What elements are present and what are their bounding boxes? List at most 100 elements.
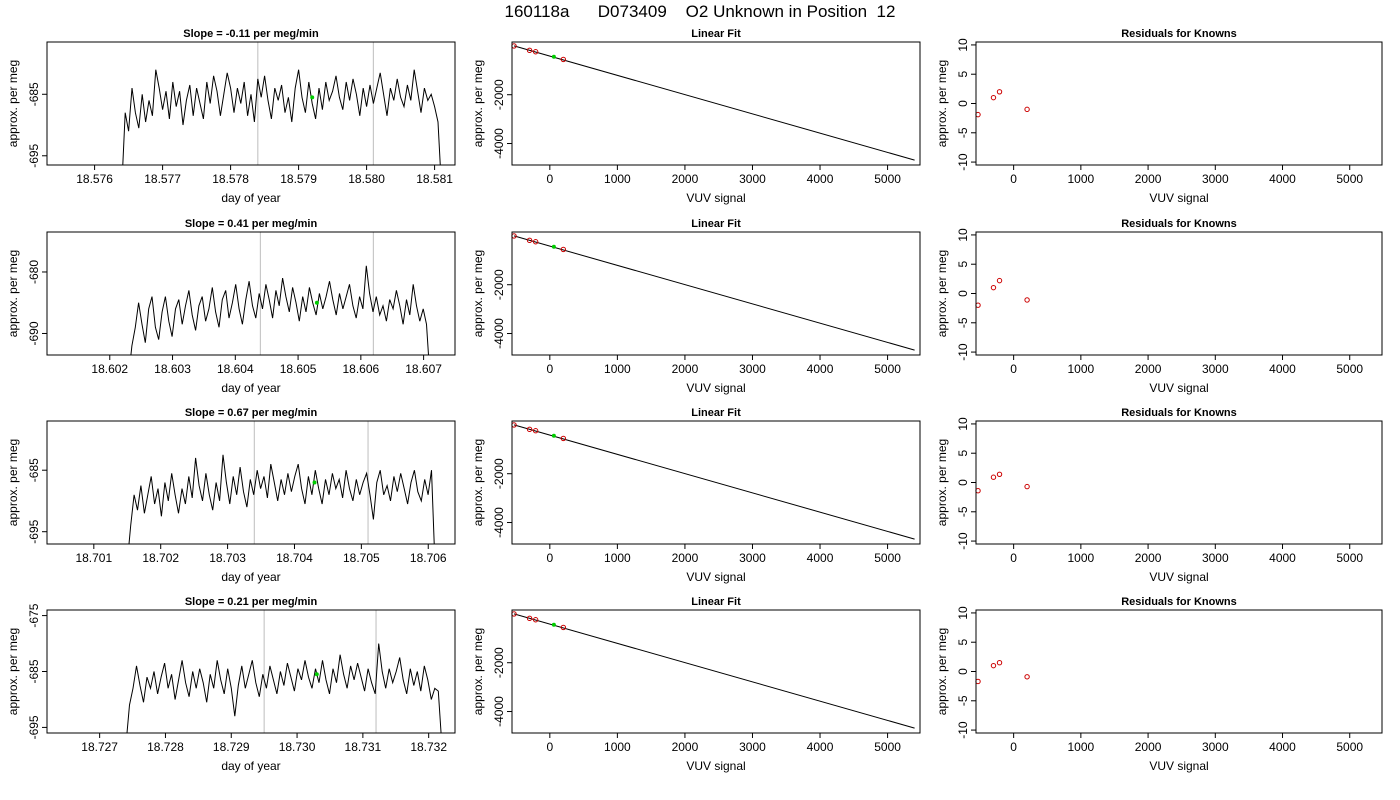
fit-line: [513, 613, 915, 729]
x-tick-label: 5000: [874, 740, 901, 754]
x-axis-label: day of year: [221, 570, 280, 584]
panel-title: Slope = -0.11 per meg/min: [183, 28, 319, 40]
y-tick-label: -2000: [492, 79, 506, 110]
plot-frame: [511, 41, 921, 166]
x-tick-label: 4000: [1269, 172, 1296, 186]
known-point: [526, 237, 533, 244]
y-axis-label: approx. per meg: [471, 439, 485, 526]
x-tick-label: 1000: [1068, 551, 1095, 565]
panel-2: Linear Fit 0 1000 2000 3000 4000 5000 -4000 -200…: [471, 28, 921, 205]
y-tick-label: -685: [27, 458, 41, 482]
known-point: [560, 56, 567, 63]
y-tick-label: -5: [956, 317, 970, 328]
unknown-point: [551, 622, 556, 627]
series-line: [130, 265, 430, 355]
known-point: [990, 94, 997, 101]
x-tick-label: 2000: [1135, 172, 1162, 186]
x-tick-label: 5000: [1336, 362, 1363, 376]
x-tick-label: 18.701: [75, 551, 112, 565]
panel-1: Slope = -0.11 per meg/min 18.576 18.577 18.…: [6, 28, 456, 205]
x-tick-label: 5000: [1336, 740, 1363, 754]
x-tick-label: 3000: [739, 551, 766, 565]
y-tick-label: -690: [27, 321, 41, 345]
plot-frame: [46, 231, 456, 356]
fit-line: [513, 45, 915, 161]
x-tick-label: 0: [1010, 740, 1017, 754]
known-point: [996, 471, 1003, 477]
x-axis-label: VUV signal: [686, 191, 745, 205]
known-point: [1024, 297, 1030, 303]
y-tick-label: -680: [27, 260, 41, 284]
x-tick-label: 4000: [1269, 362, 1296, 376]
y-tick-label: 10: [956, 228, 970, 242]
x-tick-label: 5000: [874, 172, 901, 186]
y-tick-label: -4000: [492, 507, 506, 538]
x-tick-label: 2000: [672, 362, 699, 376]
known-point: [532, 617, 539, 623]
panel-title: Slope = 0.21 per meg/min: [185, 596, 318, 608]
x-axis-label: VUV signal: [1149, 570, 1208, 584]
panel-12: Residuals for Knowns 0 1000 2000 3000 4000 500…: [935, 596, 1383, 773]
x-tick-label: 0: [546, 362, 553, 376]
x-tick-label: 18.727: [81, 740, 118, 754]
x-tick-label: 4000: [807, 740, 834, 754]
y-axis-label: approx. per meg: [471, 60, 485, 147]
x-tick-label: 18.728: [147, 740, 184, 754]
x-tick-label: 18.729: [213, 740, 250, 754]
x-tick-label: 18.577: [144, 172, 181, 186]
x-tick-label: 2000: [672, 740, 699, 754]
y-axis-label: approx. per meg: [6, 250, 20, 337]
x-tick-label: 4000: [807, 172, 834, 186]
y-axis-label: approx. per meg: [471, 628, 485, 715]
x-tick-label: 1000: [1068, 740, 1095, 754]
x-axis-label: VUV signal: [1149, 191, 1208, 205]
unknown-point: [551, 244, 556, 249]
known-point: [990, 284, 997, 291]
plot-frame: [46, 420, 456, 545]
known-point: [560, 624, 567, 631]
x-tick-label: 2000: [1135, 551, 1162, 565]
unknown-marker: [312, 480, 317, 485]
x-tick-label: 18.705: [343, 551, 380, 565]
x-axis-label: VUV signal: [1149, 381, 1208, 395]
y-axis-label: approx. per meg: [935, 250, 949, 337]
x-tick-label: 3000: [1202, 362, 1229, 376]
known-point: [526, 47, 533, 54]
known-point: [532, 239, 539, 245]
known-point: [532, 49, 539, 55]
plot-frame: [511, 609, 921, 734]
x-tick-label: 5000: [874, 362, 901, 376]
x-tick-label: 18.578: [212, 172, 249, 186]
y-tick-label: 10: [956, 417, 970, 431]
x-tick-label: 5000: [1336, 172, 1363, 186]
x-axis-label: VUV signal: [686, 570, 745, 584]
x-tick-label: 0: [1010, 551, 1017, 565]
y-tick-label: -695: [27, 519, 41, 543]
x-tick-label: 1000: [1068, 172, 1095, 186]
unknown-marker: [314, 672, 319, 677]
y-axis-label: approx. per meg: [935, 439, 949, 526]
y-tick-label: -10: [956, 532, 970, 550]
plot-frame: [511, 231, 921, 356]
y-tick-label: -10: [956, 721, 970, 739]
y-tick-label: 0: [956, 290, 970, 297]
unknown-marker: [310, 95, 315, 100]
series-line: [128, 454, 435, 544]
panel-title: Slope = 0.67 per meg/min: [185, 407, 318, 419]
plot-frame: [975, 609, 1383, 734]
y-tick-label: 10: [956, 38, 970, 52]
panel-6: Residuals for Knowns 0 1000 2000 3000 4000 500…: [935, 218, 1383, 395]
known-point: [990, 474, 997, 480]
x-tick-label: 18.732: [410, 740, 447, 754]
y-axis-label: approx. per meg: [935, 628, 949, 715]
x-tick-label: 3000: [1202, 172, 1229, 186]
x-tick-label: 3000: [739, 362, 766, 376]
known-point: [1024, 483, 1030, 490]
x-tick-label: 4000: [807, 551, 834, 565]
x-tick-label: 0: [546, 551, 553, 565]
panel-title: Residuals for Knowns: [1121, 407, 1237, 419]
plot-frame: [975, 41, 1383, 166]
y-axis-label: approx. per meg: [471, 250, 485, 337]
x-tick-label: 0: [1010, 172, 1017, 186]
y-tick-label: -5: [956, 127, 970, 138]
